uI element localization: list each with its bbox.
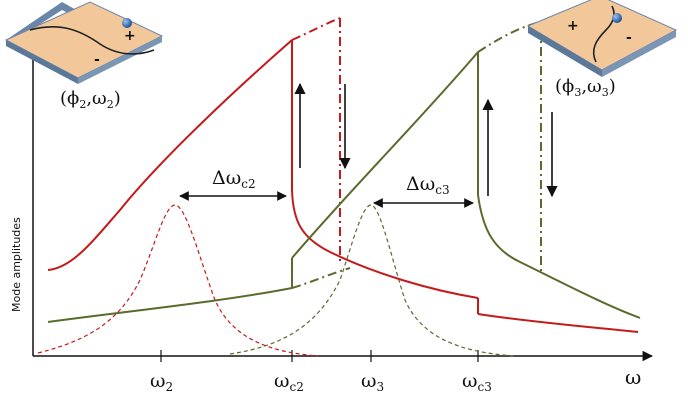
inset-left-nodal-line	[29, 26, 155, 55]
inset-left-plate-side	[6, 40, 78, 84]
green-nonlinear-tail	[477, 194, 641, 319]
green-linear-resonance-curve	[229, 204, 515, 357]
inset-right-marker-ball	[612, 13, 622, 23]
inset-right-plus-sign: +	[567, 18, 579, 34]
inset-right-nodal-line	[592, 5, 615, 63]
inset-left-mode-shape: + -	[4, 1, 164, 84]
red-nonlinear-upper-branch	[47, 39, 293, 271]
inset-left-minus-sign: -	[94, 52, 100, 68]
inset-right-plate-side	[528, 26, 602, 77]
green-nonlinear-lower-branch	[47, 287, 293, 323]
inset-left-plus-sign: +	[124, 28, 136, 44]
x-axis-label: ω	[625, 365, 641, 389]
red-nonlinear-lower-branch	[291, 189, 479, 299]
tick-label-omega-c2: ωc2	[274, 370, 304, 394]
green-nonlinear-upper-branch	[291, 51, 479, 259]
inset-left-plate-front	[78, 36, 162, 84]
inset-right-minus-sign: -	[626, 30, 632, 46]
inset-left-plate-edge	[6, 2, 130, 46]
red-tail	[477, 313, 639, 333]
green-dashdot-lower-segment	[291, 267, 351, 289]
inset-left-marker-ball	[122, 18, 132, 28]
green-unstable-branch	[477, 19, 549, 53]
gap-c3-label: Δωc3	[406, 173, 450, 197]
tick-label-omega-2: ω2	[150, 370, 173, 394]
tick-label-omega-3: ω3	[361, 370, 384, 394]
inset-right-plate-front	[602, 30, 676, 77]
inset-left-plate-face	[4, 1, 164, 79]
y-axis-label: Mode amplitudes	[10, 217, 23, 312]
inset-right-mode-shape: + -	[526, 0, 678, 77]
inset-left-caption: (ϕ2,ω2)	[60, 88, 121, 111]
axes	[27, 46, 654, 362]
inset-right-caption: (ϕ3,ω3)	[555, 76, 616, 99]
tick-label-omega-c3: ωc3	[462, 370, 492, 394]
red-linear-resonance-curve	[37, 204, 319, 357]
red-unstable-branch	[291, 17, 341, 41]
gap-c2-label: Δωc2	[212, 167, 256, 191]
